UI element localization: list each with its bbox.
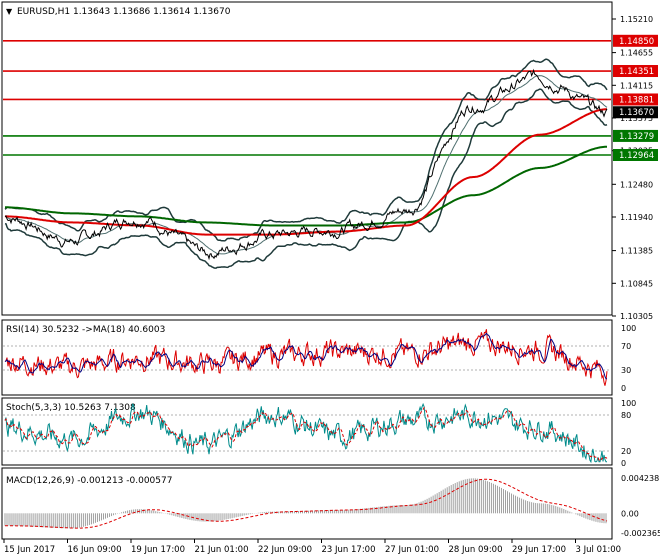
level-badges: 1.14850 1.14351 1.13881 1.13279 1.12964 1.136… xyxy=(613,34,658,161)
price-series xyxy=(4,68,608,261)
collapse-triangle-icon[interactable]: ▼ xyxy=(6,7,13,16)
osc-axis-label: 30 xyxy=(621,366,631,375)
current-price-label: 1.13670 xyxy=(619,108,654,118)
price-axis-label: 1.13575 xyxy=(620,114,653,123)
osc-axis-label: 100 xyxy=(621,399,636,408)
bollinger-bands xyxy=(4,58,608,269)
price-axis-label: 1.10305 xyxy=(620,312,653,321)
level-badge xyxy=(613,65,658,78)
time-axis-label: 28 Jun 09:00 xyxy=(449,545,503,555)
level-badge-label: 1.13881 xyxy=(619,95,654,105)
stoch-axis: 100 80 20 0 xyxy=(621,399,636,468)
rsi-axis: 100 70 30 0 xyxy=(621,324,636,393)
moving-averages xyxy=(5,108,607,236)
level-badge xyxy=(613,93,658,106)
time-axis-label: 29 Jun 17:00 xyxy=(512,545,566,555)
level-badge xyxy=(613,148,658,161)
macd-histogram xyxy=(4,478,607,529)
lower-band xyxy=(4,88,608,269)
level-badge-label: 1.14850 xyxy=(619,37,654,47)
green-moving-average xyxy=(5,145,607,227)
level-badge-label: 1.14351 xyxy=(619,67,654,77)
macd-axis-label: 0.004238 xyxy=(621,474,659,483)
osc-axis-label: 100 xyxy=(621,324,636,333)
level-badge xyxy=(613,34,658,47)
level-badge xyxy=(613,129,658,142)
macd-axis: 0.004238 0.00 -0.002365 xyxy=(621,474,660,538)
macd-panel[interactable] xyxy=(1,467,613,540)
price-axis-label: 1.11385 xyxy=(620,247,653,256)
time-axis-label: 19 Jun 17:00 xyxy=(131,545,185,555)
level-badge-label: 1.13279 xyxy=(619,132,654,142)
macd-axis-label: -0.002365 xyxy=(621,529,660,538)
current-price-badge xyxy=(613,106,658,119)
price-panel[interactable] xyxy=(1,1,613,316)
osc-axis-label: 0 xyxy=(621,384,626,393)
osc-axis-label: 70 xyxy=(621,342,631,351)
price-axis-label: 1.14655 xyxy=(620,49,653,58)
rsi-series xyxy=(4,329,608,386)
stoch-header: Stoch(5,3,3) 10.5263 7.1308 xyxy=(6,403,136,413)
stoch-series xyxy=(4,402,608,464)
level-badge-label: 1.12964 xyxy=(619,151,654,161)
osc-axis-label: 20 xyxy=(621,447,631,456)
oscillator-main-line xyxy=(4,329,608,386)
middle-band xyxy=(4,75,608,255)
price-axis-label: 1.11940 xyxy=(620,213,653,222)
macd-header: MACD(12,26,9) -0.001213 -0.000577 xyxy=(6,476,172,486)
oscillator-signal-line xyxy=(4,406,608,462)
time-axis-label: 23 Jun 17:00 xyxy=(322,545,376,555)
price-axis-label: 1.10845 xyxy=(620,279,653,288)
stoch-levels xyxy=(3,414,611,452)
time-axis-label: 16 Jun 09:00 xyxy=(68,545,122,555)
osc-axis-label: 0 xyxy=(621,459,626,468)
macd-axis-label: 0.00 xyxy=(621,509,639,518)
red-moving-average xyxy=(5,108,607,236)
symbol-header: EURUSD,H1 1.13643 1.13686 1.13614 1.1367… xyxy=(17,7,231,17)
price-line xyxy=(4,68,608,261)
price-axis-label: 1.15210 xyxy=(620,15,653,24)
rsi-header: RSI(14) 30.5232 ->MA(18) 40.6003 xyxy=(6,325,165,335)
time-axis-label: 15 Jun 2017 xyxy=(4,545,55,555)
osc-axis-label: 80 xyxy=(621,411,631,420)
time-axis-label: 27 Jun 01:00 xyxy=(385,545,439,555)
time-axis-label: 3 Jul 01:00 xyxy=(576,545,622,555)
price-axis-label: 1.14115 xyxy=(620,81,653,90)
oscillator-signal-line xyxy=(4,332,607,380)
rsi-panel[interactable] xyxy=(1,319,613,396)
upper-band xyxy=(4,58,608,242)
macd-signal-line xyxy=(5,478,608,529)
time-axis-label: 21 Jun 01:00 xyxy=(195,545,249,555)
support-resistance-levels xyxy=(3,39,611,156)
oscillator-main-line xyxy=(4,402,607,464)
time-axis-label: 22 Jun 09:00 xyxy=(258,545,312,555)
price-axis-label: 1.12480 xyxy=(620,180,653,189)
macd-signal-series xyxy=(5,478,608,529)
time-axis: 15 Jun 2017 16 Jun 09:00 19 Jun 17:00 21 Ju… xyxy=(3,539,622,555)
price-axis: 1.152101.146551.141151.135751.130351.124… xyxy=(612,15,653,321)
